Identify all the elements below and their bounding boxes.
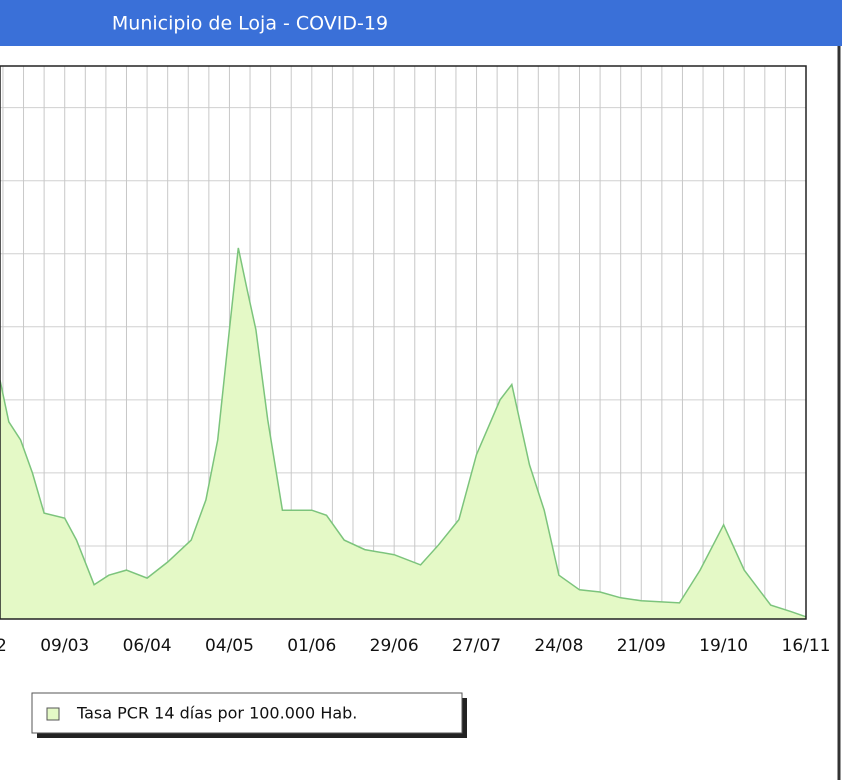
area (0, 247, 806, 619)
plot-area (0, 66, 807, 620)
x-axis: 09/02 09/03 06/04 04/05 01/06 29/06 27/07 24/08… (0, 636, 831, 656)
x-tick-label: 27/07 (452, 636, 501, 656)
x-tick-label: 21/09 (617, 636, 666, 656)
x-tick-label: 29/06 (370, 636, 419, 656)
x-tick-label: 24/08 (534, 636, 583, 656)
x-tick-label: 09/03 (40, 636, 89, 656)
legend-label: Tasa PCR 14 días por 100.000 Hab. (76, 704, 357, 723)
plot-frame (0, 65, 807, 620)
header-bar (0, 0, 842, 46)
legend-swatch (46, 707, 60, 721)
line (0, 247, 807, 618)
x-tick-label: 19/10 (699, 636, 748, 656)
x-tick-label: 09/02 (0, 636, 7, 656)
chart-title: Municipio de Loja - COVID-19 (112, 13, 388, 35)
x-tick-label: 04/05 (205, 636, 254, 656)
x-tick-label: 16/11 (782, 636, 831, 656)
legend (31, 692, 463, 734)
x-tick-label: 01/06 (287, 636, 336, 656)
x-tick-label: 06/04 (123, 636, 172, 656)
